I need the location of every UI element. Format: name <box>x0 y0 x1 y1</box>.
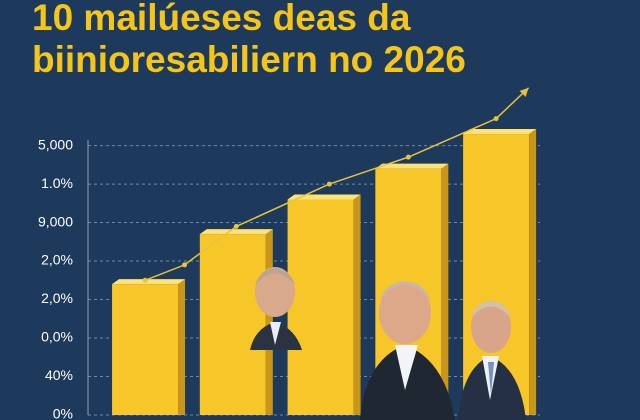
photos <box>250 267 526 420</box>
y-tick-label: 9,000 <box>38 213 73 229</box>
bar-top <box>287 194 361 200</box>
trend-point <box>326 181 332 187</box>
bar-top <box>199 229 273 235</box>
trend-point <box>405 154 411 160</box>
bar-side <box>529 129 537 415</box>
bar-side <box>441 163 449 415</box>
trend-arrow <box>519 87 529 97</box>
chart-title: 10 mailúeses deas da <box>32 0 411 38</box>
y-tick-label: 2,0% <box>41 252 73 268</box>
bar <box>287 199 354 415</box>
trend-point <box>493 116 499 122</box>
person <box>360 281 455 420</box>
y-tick-label: 40% <box>45 367 73 383</box>
person <box>250 267 302 350</box>
trend-point <box>182 262 188 268</box>
trend-point <box>142 277 148 283</box>
trend-point <box>233 223 239 229</box>
y-tick-label: 5,000 <box>38 136 73 152</box>
bar <box>112 284 179 415</box>
bar-top <box>375 163 449 169</box>
y-tick-label: 1.0% <box>41 175 73 191</box>
bar-side <box>178 279 186 415</box>
bar-top <box>112 279 186 285</box>
y-tick-label: 0% <box>53 406 73 420</box>
y-tick-label: 0,0% <box>41 329 73 345</box>
bar <box>199 234 266 415</box>
chart-title: biinioresabiliern no 2026 <box>32 39 466 80</box>
person <box>458 301 526 420</box>
y-tick-label: 2,0% <box>41 290 73 306</box>
bar-side <box>353 194 361 415</box>
bar-top <box>463 129 537 135</box>
